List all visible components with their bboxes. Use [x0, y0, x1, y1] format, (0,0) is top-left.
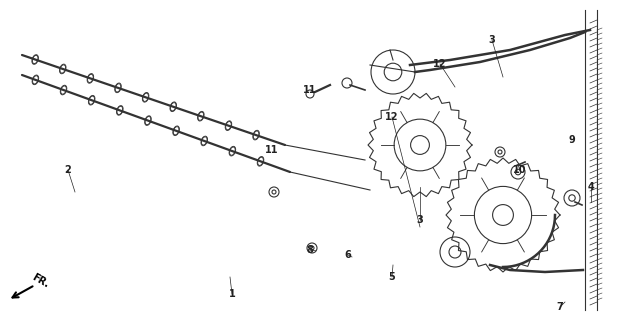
Text: 2: 2 [65, 165, 71, 175]
Text: 9: 9 [569, 135, 575, 145]
Text: 7: 7 [557, 302, 564, 312]
Text: 11: 11 [303, 85, 317, 95]
Text: 10: 10 [514, 165, 527, 175]
Text: 6: 6 [345, 250, 352, 260]
Text: 1: 1 [229, 289, 235, 299]
Text: 12: 12 [385, 112, 399, 122]
Text: 3: 3 [417, 215, 423, 225]
Text: 8: 8 [307, 245, 313, 255]
Text: 3: 3 [489, 35, 496, 45]
Text: 4: 4 [588, 182, 595, 192]
Text: FR.: FR. [30, 272, 51, 290]
Text: 5: 5 [389, 272, 396, 282]
Text: 11: 11 [265, 145, 279, 155]
Text: 12: 12 [433, 59, 447, 69]
